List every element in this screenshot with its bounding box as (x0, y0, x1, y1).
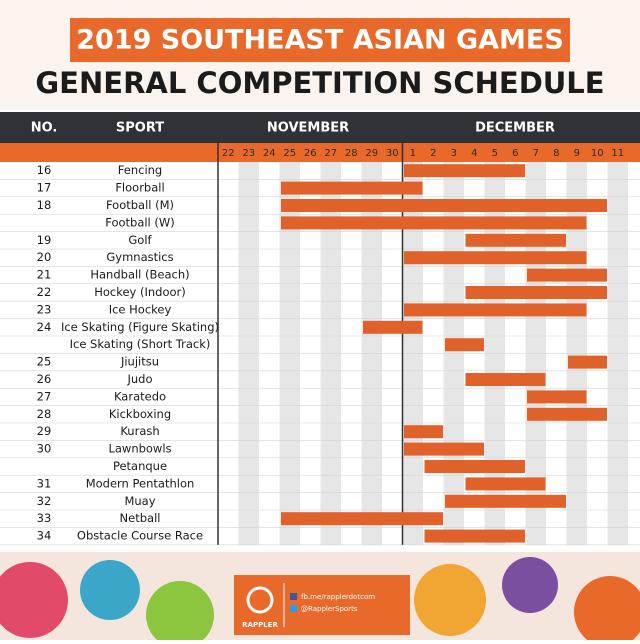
row-sport: Ice Skating (Short Track) (70, 337, 211, 351)
row-sport: Football (M) (106, 198, 174, 212)
row-sport: Hockey (Indoor) (94, 285, 186, 299)
day-label: 10 (591, 148, 604, 159)
schedule-bar (281, 199, 607, 212)
day-label: 6 (512, 148, 518, 159)
row-sport: Obstacle Course Race (77, 529, 203, 543)
day-label: 2 (430, 148, 436, 159)
row-sport: Fencing (118, 163, 162, 177)
day-label: 1 (410, 148, 416, 159)
schedule-bar (281, 512, 443, 526)
schedule-bar (404, 164, 525, 178)
col-no: NO. (31, 121, 58, 136)
row-no: 31 (37, 476, 52, 490)
schedule-bar (465, 477, 546, 491)
day-label: 24 (263, 148, 276, 159)
schedule-bar (465, 233, 566, 247)
schedule-bar (424, 460, 525, 473)
rows: 16 Fencing 17 Floorball 18 Football (M) Footba… (37, 163, 607, 543)
row-no: 34 (37, 529, 52, 543)
day-label: 4 (471, 148, 477, 159)
row-sport: Ice Skating (Figure Skating) (61, 320, 219, 334)
row-no: 25 (37, 355, 52, 369)
schedule-bar (281, 216, 587, 230)
row-no: 18 (37, 198, 52, 212)
row-no: 22 (37, 285, 52, 299)
row-no: 30 (37, 442, 52, 456)
schedule-bar (404, 442, 484, 456)
schedule-bar (527, 407, 607, 421)
row-no: 21 (37, 268, 52, 282)
day-label: 11 (611, 148, 624, 159)
row-no: 32 (37, 494, 52, 508)
row-sport: Football (W) (105, 215, 175, 229)
row-sport: Netball (120, 511, 161, 525)
row-sport: Kickboxing (109, 407, 171, 421)
twitter: @RapplerSports (301, 605, 358, 613)
schedule-bar (465, 373, 546, 386)
row-no: 29 (37, 424, 52, 438)
row-sport: Handball (Beach) (90, 268, 189, 282)
row-sport: Petanque (113, 459, 167, 473)
subtitle: GENERAL COMPETITION SCHEDULE (35, 66, 604, 100)
day-label: 9 (574, 148, 580, 159)
row-no: 20 (37, 250, 52, 264)
col-month: NOVEMBER (267, 121, 349, 136)
schedule-bar (404, 303, 587, 317)
footer-art: RAPPLER fb.me/rapplerdotcom @RapplerSpor… (0, 552, 640, 644)
day-label: 26 (304, 148, 317, 159)
schedule-bar (424, 529, 525, 543)
row-sport: Golf (128, 233, 152, 247)
row-sport: Karatedo (114, 389, 166, 403)
day-label: 3 (451, 148, 457, 159)
row-no: 26 (37, 372, 52, 386)
row-no: 17 (37, 181, 52, 195)
schedule-bar (445, 494, 566, 508)
schedule-bar (527, 390, 587, 404)
title-banner (70, 18, 570, 62)
row-sport: Lawnbowls (108, 442, 171, 456)
row-sport: Muay (124, 494, 155, 508)
facebook: fb.me/rapplerdotcom (301, 593, 375, 601)
day-label: 27 (324, 148, 337, 159)
row-sport: Jiujitsu (120, 355, 159, 369)
day-label: 7 (533, 148, 539, 159)
row-no: 27 (37, 389, 52, 403)
day-label: 29 (365, 148, 378, 159)
row-no: 33 (37, 511, 52, 525)
row-sport: Judo (126, 372, 152, 386)
row-no: 23 (37, 302, 52, 316)
row-sport: Modern Pentathlon (86, 476, 195, 490)
column-header (0, 112, 640, 143)
col-sport: SPORT (116, 121, 164, 136)
row-no: 19 (37, 233, 52, 247)
day-label: 28 (345, 148, 358, 159)
schedule-bar (465, 286, 607, 299)
row-no: 24 (37, 320, 52, 334)
brand: RAPPLER (242, 621, 278, 629)
title: 2019 SOUTHEAST ASIAN GAMES (76, 25, 564, 56)
schedule-bar (404, 425, 443, 439)
schedule-bar (363, 320, 423, 334)
schedule-bar (568, 355, 607, 369)
row-sport: Ice Hockey (109, 302, 172, 316)
row-no: 28 (37, 407, 52, 421)
schedule-bar (404, 251, 587, 265)
row-sport: Kurash (120, 424, 159, 438)
day-label: 22 (222, 148, 235, 159)
col-month: DECEMBER (475, 121, 555, 136)
schedule-bar (445, 338, 484, 352)
schedule-bar (281, 181, 423, 195)
row-sport: Gymnastics (106, 250, 173, 264)
day-label: 5 (492, 148, 498, 159)
days-header (0, 143, 640, 162)
schedule-bar (527, 268, 607, 282)
day-label: 25 (283, 148, 296, 159)
day-label: 30 (386, 148, 399, 159)
day-label: 23 (242, 148, 255, 159)
row-no: 16 (37, 163, 52, 177)
day-label: 8 (553, 148, 559, 159)
row-sport: Floorball (115, 181, 164, 195)
